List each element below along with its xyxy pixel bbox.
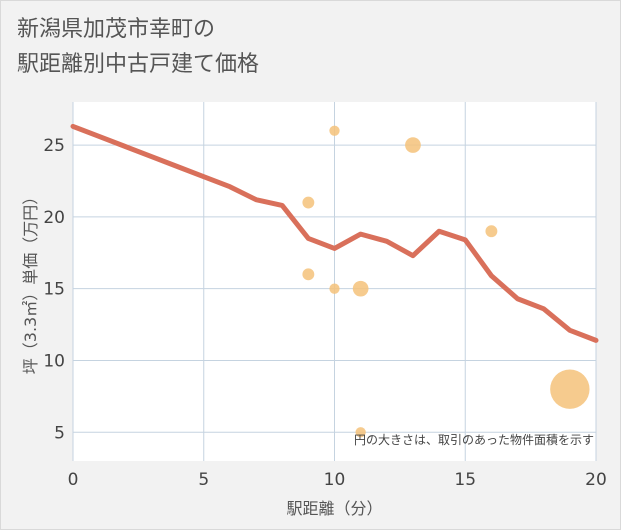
bubble-point <box>550 369 590 409</box>
x-tick-label: 0 <box>68 470 79 490</box>
grid-lines <box>72 102 597 461</box>
y-tick-label: 15 <box>43 280 65 300</box>
bubble-point <box>355 427 366 438</box>
bubble-series <box>302 125 590 438</box>
x-tick-label: 15 <box>454 470 476 490</box>
bubble-point <box>329 125 340 136</box>
trend-line <box>70 123 599 343</box>
bubble-point <box>302 268 315 281</box>
y-tick-label: 20 <box>43 208 65 228</box>
x-tick-labels: 0 5 10 15 20 <box>68 470 607 490</box>
chart-title-line-1: 新潟県加茂市幸町の <box>17 17 216 42</box>
y-tick-label: 5 <box>54 423 65 443</box>
bubble-point <box>329 283 340 294</box>
x-tick-label: 5 <box>198 470 209 490</box>
bubble-point <box>302 196 315 209</box>
bubble-point <box>352 280 369 297</box>
x-tick-label: 10 <box>324 470 346 490</box>
x-tick-label: 20 <box>585 470 607 490</box>
bubble-point <box>405 137 421 153</box>
y-tick-label: 10 <box>43 351 65 371</box>
size-note: 円の大きさは、取引のあった物件面積を示す <box>354 432 594 447</box>
chart-title: 新潟県加茂市幸町の 駅距離別中古戸建て価格 <box>17 12 259 82</box>
x-axis-label: 駅距離（分） <box>286 499 382 518</box>
y-tick-labels: 5 10 15 20 25 <box>43 136 65 443</box>
chart-title-line-2: 駅距離別中古戸建て価格 <box>17 52 260 77</box>
bubble-point <box>485 225 498 238</box>
y-tick-label: 25 <box>43 136 65 156</box>
y-axis-label: 坪（3.3㎡）単価（万円） <box>21 189 40 374</box>
